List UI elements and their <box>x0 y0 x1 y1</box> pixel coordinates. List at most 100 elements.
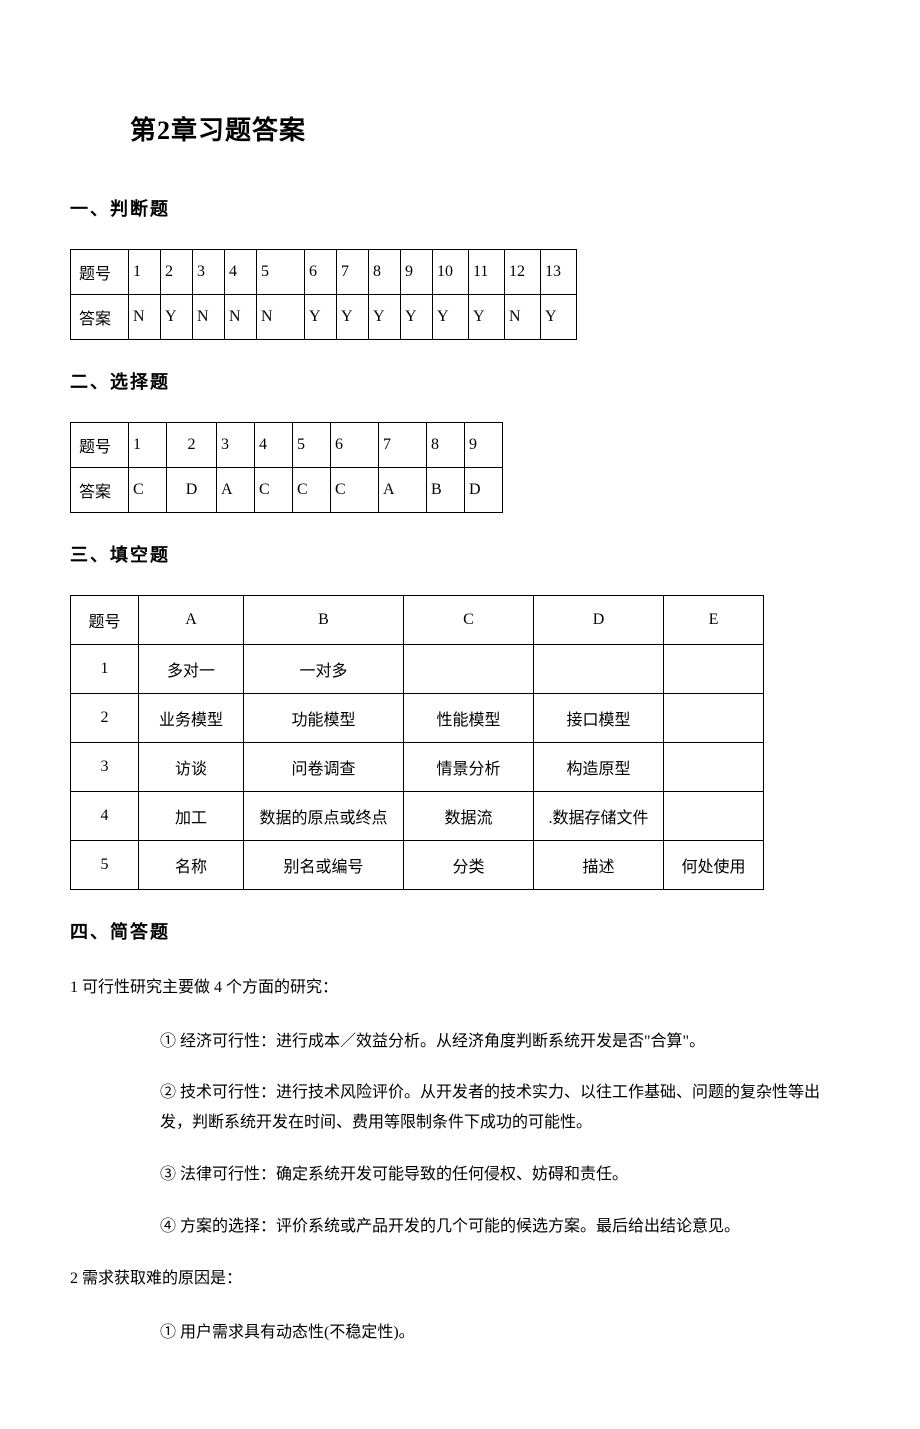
cell: D <box>534 596 664 645</box>
cell: C <box>404 596 534 645</box>
cell: Y <box>433 295 469 340</box>
cell: N <box>193 295 225 340</box>
cell: 分类 <box>404 841 534 890</box>
table-row: 4 加工 数据的原点或终点 数据流 .数据存储文件 <box>71 792 764 841</box>
cell: 7 <box>379 423 427 468</box>
cell: 情景分析 <box>404 743 534 792</box>
table-row: 答案 C D A C C C A B D <box>71 468 503 513</box>
cell: 6 <box>331 423 379 468</box>
cell <box>664 645 764 694</box>
table-header-row: 题号 1 2 3 4 5 6 7 8 9 <box>71 423 503 468</box>
table-header-row: 题号 A B C D E <box>71 596 764 645</box>
fill-blank-table: 题号 A B C D E 1 多对一 一对多 2 业务模型 功能模型 性能模型 … <box>70 595 764 890</box>
cell: C <box>129 468 167 513</box>
table-row: 2 业务模型 功能模型 性能模型 接口模型 <box>71 694 764 743</box>
cell: Y <box>401 295 433 340</box>
cell: 2 <box>161 250 193 295</box>
cell: 1 <box>129 250 161 295</box>
cell <box>664 694 764 743</box>
cell: 7 <box>337 250 369 295</box>
cell: 一对多 <box>244 645 404 694</box>
cell: 1 <box>129 423 167 468</box>
cell: .数据存储文件 <box>534 792 664 841</box>
cell: 11 <box>469 250 505 295</box>
answer-line: ④ 方案的选择：评价系统或产品开发的几个可能的候选方案。最后给出结论意见。 <box>70 1211 850 1243</box>
question-2: 2 需求获取难的原因是： <box>70 1263 850 1295</box>
cell: 3 <box>71 743 139 792</box>
cell: A <box>217 468 255 513</box>
cell: C <box>255 468 293 513</box>
cell: 接口模型 <box>534 694 664 743</box>
cell: 答案 <box>71 468 129 513</box>
cell: 2 <box>71 694 139 743</box>
cell: 功能模型 <box>244 694 404 743</box>
section-4-heading: 四、简答题 <box>70 918 850 944</box>
cell: 访谈 <box>139 743 244 792</box>
cell: 9 <box>401 250 433 295</box>
cell: Y <box>369 295 401 340</box>
cell: 答案 <box>71 295 129 340</box>
cell: Y <box>161 295 193 340</box>
cell: 加工 <box>139 792 244 841</box>
cell: A <box>379 468 427 513</box>
table-row: 1 多对一 一对多 <box>71 645 764 694</box>
cell: 名称 <box>139 841 244 890</box>
page-title: 第2章习题答案 <box>130 110 850 147</box>
table-header-row: 题号 1 2 3 4 5 6 7 8 9 10 11 12 13 <box>71 250 577 295</box>
cell: 数据流 <box>404 792 534 841</box>
cell: Y <box>541 295 577 340</box>
cell: 5 <box>293 423 331 468</box>
answer-line: ② 技术可行性：进行技术风险评价。从开发者的技术实力、以往工作基础、问题的复杂性… <box>70 1078 850 1139</box>
question-1: 1 可行性研究主要做 4 个方面的研究： <box>70 972 850 1004</box>
cell: 4 <box>71 792 139 841</box>
cell: Y <box>305 295 337 340</box>
section-2-heading: 二、选择题 <box>70 368 850 394</box>
cell: 构造原型 <box>534 743 664 792</box>
table-row: 3 访谈 问卷调查 情景分析 构造原型 <box>71 743 764 792</box>
cell: N <box>257 295 305 340</box>
judgment-table: 题号 1 2 3 4 5 6 7 8 9 10 11 12 13 答案 N Y … <box>70 249 577 340</box>
cell: 8 <box>427 423 465 468</box>
cell <box>664 743 764 792</box>
cell: B <box>244 596 404 645</box>
cell: 6 <box>305 250 337 295</box>
section-3-heading: 三、填空题 <box>70 541 850 567</box>
cell: B <box>427 468 465 513</box>
qa-block: 1 可行性研究主要做 4 个方面的研究： ① 经济可行性：进行成本／效益分析。从… <box>70 972 850 1349</box>
cell: Y <box>337 295 369 340</box>
cell: 12 <box>505 250 541 295</box>
cell: D <box>465 468 503 513</box>
cell: 题号 <box>71 250 129 295</box>
cell: A <box>139 596 244 645</box>
answer-line: ① 用户需求具有动态性(不稳定性)。 <box>70 1317 850 1349</box>
table-row: 答案 N Y N N N Y Y Y Y Y Y N Y <box>71 295 577 340</box>
cell: 别名或编号 <box>244 841 404 890</box>
cell: 8 <box>369 250 401 295</box>
cell: 描述 <box>534 841 664 890</box>
cell: 题号 <box>71 423 129 468</box>
cell: 问卷调查 <box>244 743 404 792</box>
cell: 5 <box>71 841 139 890</box>
cell: 13 <box>541 250 577 295</box>
cell: 3 <box>217 423 255 468</box>
cell: C <box>331 468 379 513</box>
cell: 业务模型 <box>139 694 244 743</box>
cell: 2 <box>167 423 217 468</box>
cell: Y <box>469 295 505 340</box>
answer-line: ③ 法律可行性：确定系统开发可能导致的任何侵权、妨碍和责任。 <box>70 1159 850 1191</box>
cell: 4 <box>225 250 257 295</box>
answer-line: ① 经济可行性：进行成本／效益分析。从经济角度判断系统开发是否"合算"。 <box>70 1026 850 1058</box>
cell: N <box>505 295 541 340</box>
cell: 何处使用 <box>664 841 764 890</box>
cell: N <box>225 295 257 340</box>
cell <box>664 792 764 841</box>
cell: 4 <box>255 423 293 468</box>
cell: 10 <box>433 250 469 295</box>
table-row: 5 名称 别名或编号 分类 描述 何处使用 <box>71 841 764 890</box>
cell: 数据的原点或终点 <box>244 792 404 841</box>
cell: C <box>293 468 331 513</box>
cell: 3 <box>193 250 225 295</box>
cell <box>534 645 664 694</box>
cell: 1 <box>71 645 139 694</box>
cell: E <box>664 596 764 645</box>
